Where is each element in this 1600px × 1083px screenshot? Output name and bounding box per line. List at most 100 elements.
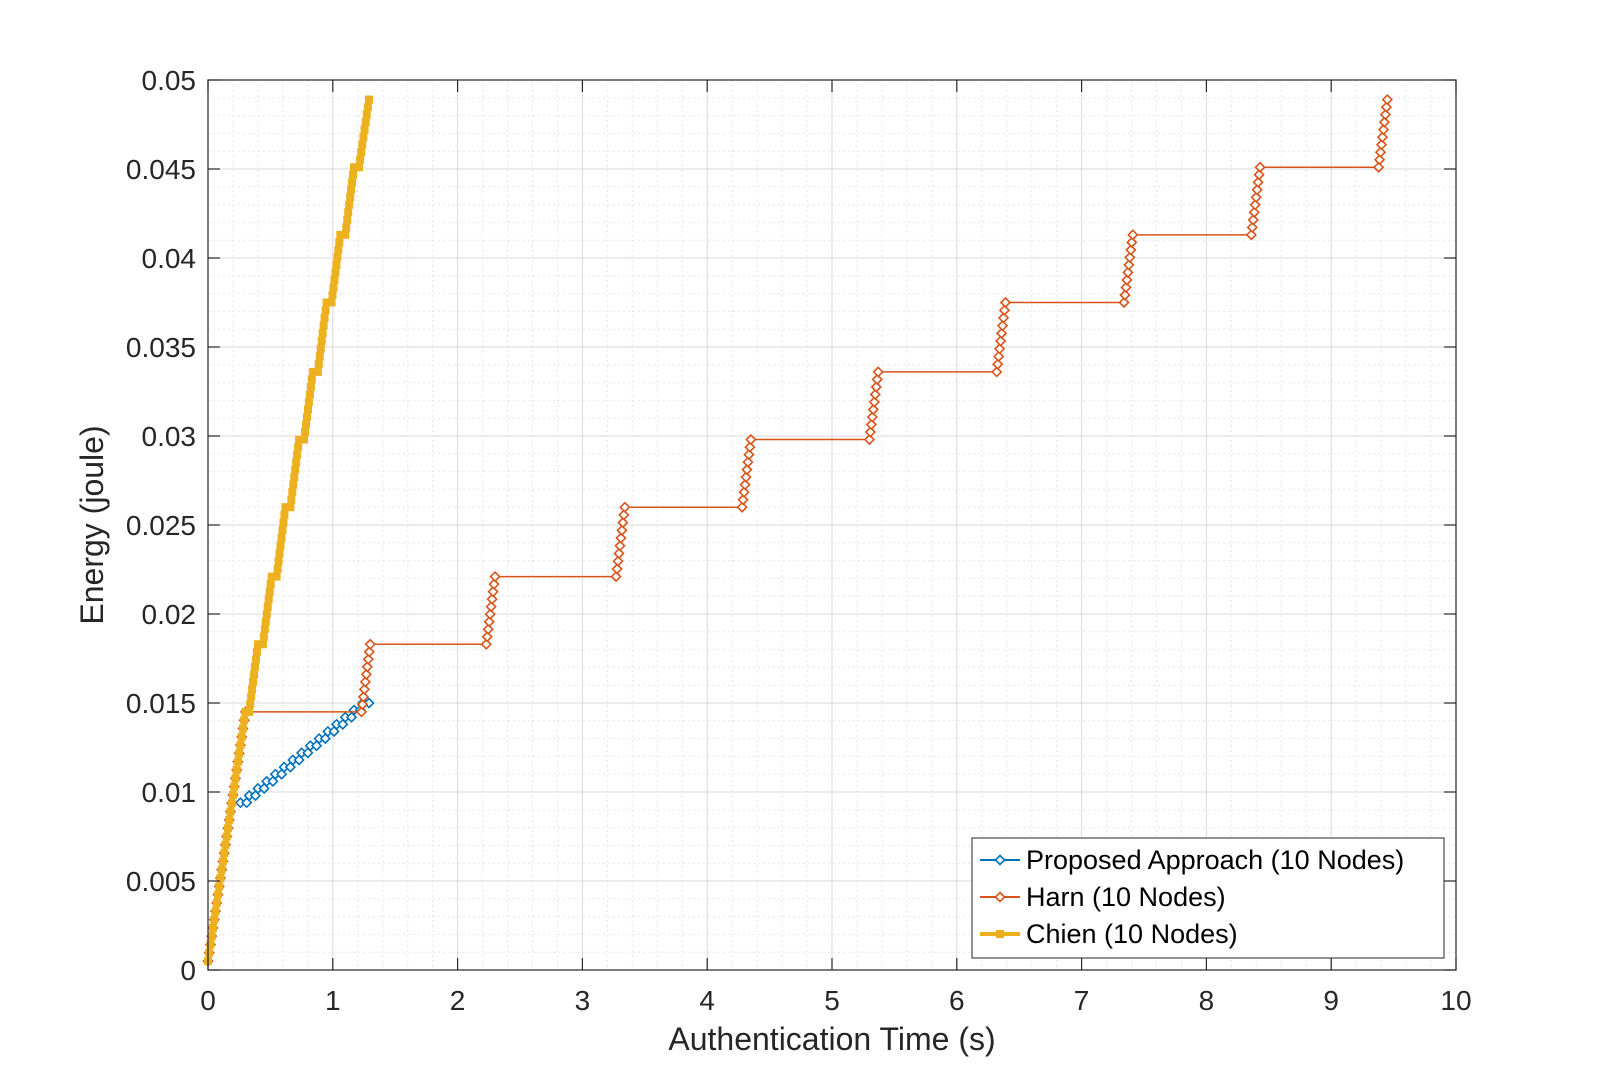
data-point xyxy=(233,757,242,766)
axis-ticks xyxy=(207,79,1457,971)
data-point xyxy=(294,443,303,452)
data-point xyxy=(1122,266,1134,279)
x-tick-label: 2 xyxy=(450,985,466,1016)
data-point xyxy=(1251,184,1263,196)
data-point xyxy=(1120,281,1132,294)
data-point xyxy=(994,335,1007,347)
data-point xyxy=(359,676,372,688)
data-point xyxy=(228,790,237,799)
data-point xyxy=(289,480,298,489)
data-point xyxy=(998,304,1011,316)
data-point xyxy=(262,610,271,619)
data-point xyxy=(342,223,351,232)
data-point xyxy=(359,133,368,142)
x-axis-label: Authentication Time (s) xyxy=(668,1021,995,1057)
legend-label: Proposed Approach (10 Nodes) xyxy=(1026,845,1404,875)
y-tick-label: 0.04 xyxy=(142,243,197,274)
data-point xyxy=(306,382,315,391)
data-point xyxy=(264,595,273,604)
data-point xyxy=(211,907,220,916)
data-point xyxy=(360,668,372,680)
legend: Proposed Approach (10 Nodes) Harn (10 Nod… xyxy=(971,837,1445,959)
data-point xyxy=(287,495,296,504)
data-point xyxy=(1252,176,1264,188)
data-point xyxy=(328,290,337,299)
legend-swatch-marker xyxy=(994,891,1006,903)
data-point xyxy=(332,260,341,269)
data-point xyxy=(221,840,230,849)
data-point xyxy=(364,638,376,650)
data-point xyxy=(258,640,267,649)
data-point xyxy=(227,799,236,808)
data-point xyxy=(316,344,325,353)
data-point xyxy=(249,789,262,802)
data-point xyxy=(486,593,498,605)
data-point xyxy=(737,494,749,506)
data-point xyxy=(1245,229,1257,241)
data-point xyxy=(357,148,366,157)
data-point xyxy=(252,647,261,656)
data-point xyxy=(1125,244,1137,256)
data-point xyxy=(341,230,350,239)
data-point xyxy=(307,375,316,384)
data-point xyxy=(744,441,756,453)
data-point xyxy=(742,456,754,468)
data-point xyxy=(991,366,1003,378)
data-point xyxy=(1380,101,1393,113)
data-point xyxy=(1247,214,1259,226)
data-point xyxy=(357,691,370,703)
x-tick-label: 5 xyxy=(824,985,840,1016)
data-point xyxy=(249,677,258,686)
data-point xyxy=(1250,191,1262,203)
data-point xyxy=(223,824,232,833)
data-point xyxy=(212,898,221,907)
data-point xyxy=(872,366,884,378)
data-point xyxy=(263,602,272,611)
data-point xyxy=(261,617,270,626)
data-point xyxy=(616,524,628,536)
data-point xyxy=(260,625,269,634)
data-point xyxy=(220,849,229,858)
data-point xyxy=(206,940,215,949)
data-point xyxy=(617,516,629,529)
data-point xyxy=(278,526,287,535)
legend-label: Chien (10 Nodes) xyxy=(1026,919,1238,949)
plot-area xyxy=(202,79,1457,971)
data-point xyxy=(320,313,329,322)
data-point xyxy=(1372,161,1385,173)
data-point xyxy=(238,724,247,733)
data-point xyxy=(247,692,256,701)
y-tick-label: 0.035 xyxy=(126,332,196,363)
data-point xyxy=(995,327,1008,339)
data-point xyxy=(611,563,623,575)
legend-items: Proposed Approach (10 Nodes) Harn (10 Nod… xyxy=(980,845,1404,949)
data-point xyxy=(869,388,881,401)
data-point xyxy=(313,367,322,376)
legend-item: Chien (10 Nodes) xyxy=(980,919,1238,949)
data-point xyxy=(318,329,327,338)
data-point xyxy=(355,163,364,172)
data-point xyxy=(288,488,297,497)
y-tick-label: 0.015 xyxy=(126,688,196,719)
y-tick-label: 0.05 xyxy=(142,65,197,96)
data-point xyxy=(213,890,222,899)
data-point xyxy=(867,403,879,416)
data-point xyxy=(248,685,257,694)
data-point xyxy=(736,501,748,513)
data-point xyxy=(738,486,750,498)
data-point xyxy=(1124,251,1136,264)
data-point xyxy=(1121,274,1133,286)
x-tick-label: 3 xyxy=(575,985,591,1016)
data-point xyxy=(335,238,344,247)
data-point xyxy=(1119,289,1131,301)
data-point xyxy=(331,268,340,277)
data-point xyxy=(1379,108,1392,121)
data-point xyxy=(272,572,281,581)
y-tick-label: 0.045 xyxy=(126,154,196,185)
data-point xyxy=(345,200,354,209)
y-tick-label: 0.025 xyxy=(126,510,196,541)
data-point xyxy=(485,601,497,613)
data-point xyxy=(487,586,499,598)
data-point xyxy=(210,915,219,924)
